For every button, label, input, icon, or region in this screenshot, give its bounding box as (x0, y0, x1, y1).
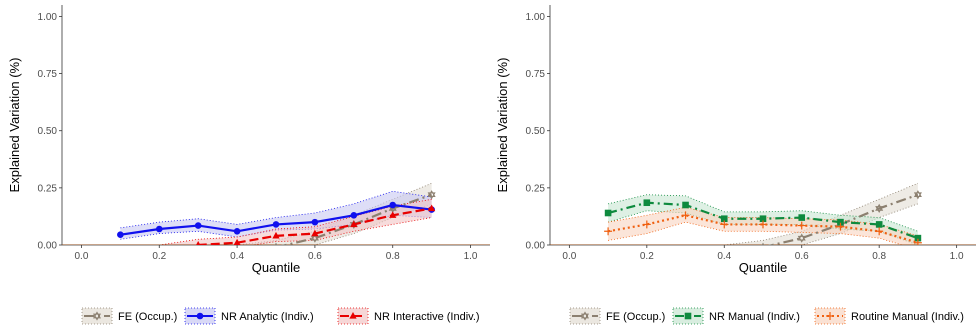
data-point (233, 227, 241, 235)
data-point (428, 204, 436, 212)
x-tick-label: 0.0 (75, 251, 89, 262)
x-tick-label: 1.0 (464, 251, 478, 262)
data-point (759, 220, 767, 229)
data-point (310, 233, 319, 243)
data-point (272, 221, 280, 228)
legend-item: NR Interactive (Indiv.) (337, 307, 480, 325)
legend-item: NR Analytic (Indiv.) (184, 307, 314, 325)
data-point (642, 220, 651, 229)
data-point (797, 221, 806, 230)
x-tick-label: 0.6 (308, 251, 322, 262)
legend-key-marker (92, 311, 102, 321)
left-chart-panel: 0.00 0.25 0.50 0.75 1.00 0.0 0.2 0.4 0.6 0.8 1.0 Qu… (7, 5, 490, 325)
y-tick-label: 0.50 (526, 126, 546, 137)
confidence-band (159, 199, 432, 245)
data-point (389, 201, 397, 209)
band-upper-edge (608, 206, 919, 237)
data-point (914, 234, 922, 242)
data-point (720, 215, 728, 223)
band-lower-edge (608, 221, 904, 245)
x-tick-label: 0.0 (562, 251, 576, 262)
data-point (427, 190, 436, 200)
x-tick-label: 0.8 (386, 251, 400, 262)
legend-item: NR Manual (Indiv.) (672, 307, 800, 325)
legend-key-marker (580, 311, 590, 321)
data-point (311, 229, 319, 237)
y-tick-label: 0.25 (526, 183, 546, 194)
data-point (194, 222, 202, 229)
plot-area (62, 182, 490, 255)
data-point (233, 238, 241, 245)
data-point (797, 233, 806, 243)
data-point (350, 220, 358, 228)
data-point (720, 220, 729, 229)
legend-item: FE (Occup.) (569, 307, 665, 325)
data-point (604, 227, 613, 236)
right-chart-panel: 0.00 0.25 0.50 0.75 1.00 0.0 0.2 0.4 0.6 0.8 1.0 Qu… (495, 5, 976, 325)
y-tick-label: 1.00 (526, 12, 546, 23)
y-axis-title: Explained Variation (%) (7, 58, 22, 193)
data-point (681, 211, 690, 220)
y-tick-label: 0.25 (38, 183, 58, 194)
data-point (311, 218, 319, 226)
data-point (875, 203, 884, 214)
x-tick-label: 0.4 (717, 251, 731, 262)
x-tick-label: 0.2 (640, 251, 654, 262)
legend-item: FE (Occup.) (81, 307, 177, 325)
legend-key-marker (684, 312, 692, 320)
y-tick-label: 1.00 (38, 12, 58, 23)
x-tick-label: 0.2 (152, 251, 166, 262)
band-upper-edge (607, 194, 919, 232)
legend-label: NR Interactive (Indiv.) (374, 311, 480, 323)
series-line (767, 193, 919, 245)
data-point (875, 227, 884, 236)
legend-key-marker (826, 312, 834, 320)
data-point (913, 190, 922, 200)
band-upper-edge (145, 198, 432, 245)
legend-key-box (81, 307, 113, 325)
legend-label: NR Analytic (Indiv.) (221, 311, 314, 323)
data-point (759, 215, 767, 223)
data-point (913, 238, 922, 245)
legend-key-box (569, 307, 601, 325)
series-line (607, 214, 919, 244)
legend-label: FE (Occup.) (606, 311, 665, 323)
y-tick-label: 0.00 (38, 241, 58, 252)
x-tick-label: 1.0 (950, 251, 964, 262)
y-tick-label: 0.50 (38, 126, 58, 137)
data-point (155, 225, 163, 233)
legend-label: Routine Manual (Indiv.) (851, 311, 964, 323)
data-point (604, 209, 612, 217)
y-axis-title: Explained Variation (%) (495, 58, 510, 193)
data-point (643, 199, 651, 207)
x-tick-label: 0.8 (872, 251, 886, 262)
data-point (389, 211, 397, 218)
legend-key-marker (196, 312, 204, 320)
legend-label: FE (Occup.) (118, 311, 177, 323)
data-point (837, 218, 844, 226)
data-point (196, 241, 201, 245)
legend-item: Routine Manual (Indiv.) (814, 307, 964, 325)
data-point (836, 222, 845, 231)
plot-area (550, 182, 976, 245)
y-tick-label: 0.75 (38, 69, 58, 80)
x-axis-title: Quantile (252, 260, 300, 275)
legend-label: NR Manual (Indiv.) (709, 311, 800, 323)
band-lower-edge (249, 217, 432, 245)
y-tick-label: 0.00 (526, 241, 546, 252)
data-point (272, 231, 280, 239)
x-axis-title: Quantile (739, 260, 787, 275)
data-point (682, 201, 689, 209)
data-point (117, 231, 124, 239)
data-point (875, 221, 883, 228)
legend-key-marker (349, 312, 357, 319)
data-point (117, 248, 124, 255)
y-tick-label: 0.75 (526, 69, 546, 80)
data-point (798, 214, 806, 221)
x-tick-label: 0.6 (795, 251, 809, 262)
data-point (350, 211, 358, 219)
x-tick-label: 0.4 (230, 251, 244, 262)
